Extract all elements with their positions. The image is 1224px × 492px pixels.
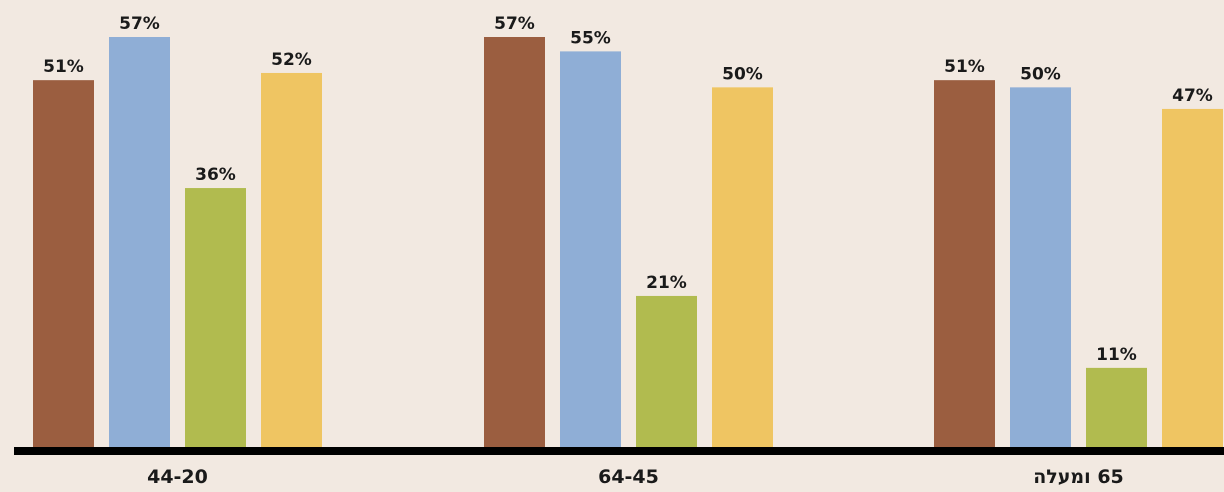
bar-group3-series3 xyxy=(1086,367,1147,447)
bar-group3-series1 xyxy=(934,80,995,447)
value-label-group1-series1: 51% xyxy=(43,57,84,77)
bar-group1-series4 xyxy=(261,72,322,448)
value-label-group2-series1: 57% xyxy=(494,14,535,34)
category-label-2: 64-45 xyxy=(598,466,659,488)
bar-group3-series4 xyxy=(1162,108,1223,448)
bar-group2-series2 xyxy=(560,51,621,448)
bar-group1-series1 xyxy=(33,80,94,447)
value-label-group3-series3: 11% xyxy=(1096,345,1137,365)
value-label-group3-series4: 47% xyxy=(1172,86,1213,106)
category-label-1: 44-20 xyxy=(147,466,208,488)
category-label-3: 65 ומעלה xyxy=(1033,466,1124,488)
value-labels-layer: 51% 57% 36% 52% 57% 55% 21% 50% 51% 50% 11% 47% xyxy=(43,14,1213,365)
bar-group1-series3 xyxy=(185,188,246,448)
bar-group2-series3 xyxy=(636,295,697,447)
value-label-group2-series4: 50% xyxy=(722,64,763,84)
value-label-group1-series2: 57% xyxy=(119,14,160,34)
value-label-group2-series3: 21% xyxy=(646,273,687,293)
value-label-group1-series4: 52% xyxy=(271,50,312,70)
value-label-group2-series2: 55% xyxy=(570,28,611,48)
bar-group2-series1 xyxy=(484,37,545,447)
bar-group1-series2 xyxy=(109,37,170,447)
x-axis-labels: 44-20 64-45 65 ומעלה xyxy=(147,466,1124,488)
bars-layer xyxy=(33,37,1223,448)
value-label-group3-series2: 50% xyxy=(1020,64,1061,84)
value-label-group1-series3: 36% xyxy=(195,165,236,185)
value-label-group3-series1: 51% xyxy=(944,57,985,77)
bar-group3-series2 xyxy=(1010,87,1071,447)
bar-group2-series4 xyxy=(712,87,773,447)
